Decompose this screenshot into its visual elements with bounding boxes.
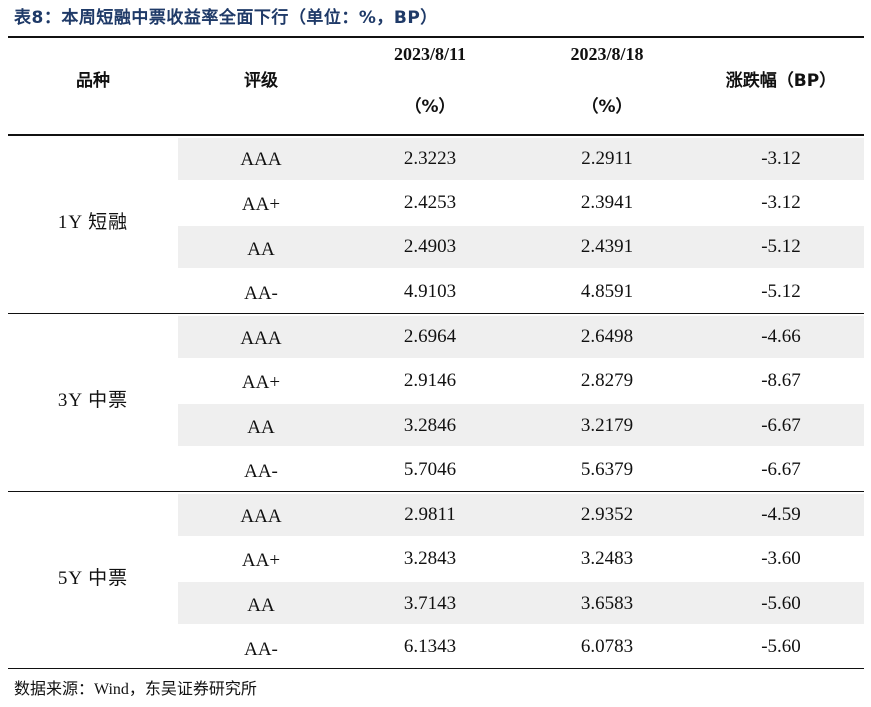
cell-value-1: 2.6964 xyxy=(403,326,457,347)
header-change: 涨跌幅（BP） xyxy=(725,71,837,91)
cell-rating: AAA xyxy=(240,328,282,349)
cell-change: -6.67 xyxy=(761,459,801,480)
cell-rating: AA xyxy=(247,417,275,438)
cell-value-1: 2.4253 xyxy=(403,192,457,213)
cell-rating: AA- xyxy=(244,639,278,660)
cell-value-2: 3.2483 xyxy=(580,548,634,569)
source-note: 数据来源：Wind，东吴证券研究所 xyxy=(14,681,257,698)
cell-value-2: 2.2911 xyxy=(581,148,633,169)
header-date2: 2023/8/18 xyxy=(570,44,644,64)
header-variety: 品种 xyxy=(76,71,110,91)
header-rule xyxy=(8,134,864,136)
cell-change: -3.12 xyxy=(761,148,801,169)
cell-change: -5.12 xyxy=(761,236,801,257)
header-date1: 2023/8/11 xyxy=(393,44,466,64)
cell-value-1: 2.4903 xyxy=(403,236,457,257)
cell-rating: AA xyxy=(247,595,275,616)
row-band xyxy=(178,138,864,180)
cell-value-1: 5.7046 xyxy=(403,459,457,480)
group-separator xyxy=(8,313,864,314)
cell-value-1: 2.9811 xyxy=(404,504,456,525)
top-rule xyxy=(8,36,864,38)
cell-value-2: 2.4391 xyxy=(580,236,634,257)
cell-change: -3.60 xyxy=(761,548,801,569)
cell-value-2: 4.8591 xyxy=(580,281,634,302)
cell-value-2: 2.9352 xyxy=(580,504,634,525)
header-date2-unit: （%） xyxy=(581,97,633,117)
cell-value-2: 2.6498 xyxy=(580,326,634,347)
cell-rating: AAA xyxy=(240,149,282,170)
cell-value-2: 3.2179 xyxy=(580,415,634,436)
cell-rating: AA xyxy=(247,239,275,260)
row-band xyxy=(178,226,864,268)
cell-rating: AA+ xyxy=(241,194,281,215)
cell-value-1: 2.3223 xyxy=(403,148,457,169)
header-date1-unit: （%） xyxy=(404,97,456,117)
row-band xyxy=(178,316,864,358)
cell-rating: AAA xyxy=(240,506,282,527)
cell-value-1: 4.9103 xyxy=(403,281,457,302)
bottom-rule xyxy=(8,668,864,669)
cell-change: -4.66 xyxy=(761,326,801,347)
cell-value-1: 3.7143 xyxy=(403,593,457,614)
cell-value-1: 3.2843 xyxy=(403,548,457,569)
cell-change: -3.12 xyxy=(761,192,801,213)
group-separator xyxy=(8,491,864,492)
cell-rating: AA- xyxy=(244,283,278,304)
cell-value-2: 5.6379 xyxy=(580,459,634,480)
cell-change: -4.59 xyxy=(761,504,801,525)
cell-change: -6.67 xyxy=(761,415,801,436)
cell-value-2: 6.0783 xyxy=(580,636,634,657)
cell-rating: AA- xyxy=(244,461,278,482)
row-band xyxy=(178,494,864,536)
cell-change: -8.67 xyxy=(761,370,801,391)
group-label-1y: 1Y 短融 xyxy=(57,212,129,233)
cell-value-2: 2.3941 xyxy=(580,192,634,213)
cell-value-2: 2.8279 xyxy=(580,370,634,391)
cell-value-1: 6.1343 xyxy=(403,636,457,657)
cell-change: -5.12 xyxy=(761,281,801,302)
cell-value-1: 2.9146 xyxy=(403,370,457,391)
cell-change: -5.60 xyxy=(761,636,801,657)
header-rating: 评级 xyxy=(244,71,278,91)
row-band xyxy=(178,404,864,446)
cell-value-2: 3.6583 xyxy=(580,593,634,614)
group-label-5y: 5Y 中票 xyxy=(57,568,129,589)
row-band xyxy=(178,582,864,624)
cell-change: -5.60 xyxy=(761,593,801,614)
group-label-3y: 3Y 中票 xyxy=(57,390,129,411)
cell-value-1: 3.2846 xyxy=(403,415,457,436)
cell-rating: AA+ xyxy=(241,372,281,393)
cell-rating: AA+ xyxy=(241,550,281,571)
table-title: 表8：本周短融中票收益率全面下行（单位：%，BP） xyxy=(14,8,438,28)
